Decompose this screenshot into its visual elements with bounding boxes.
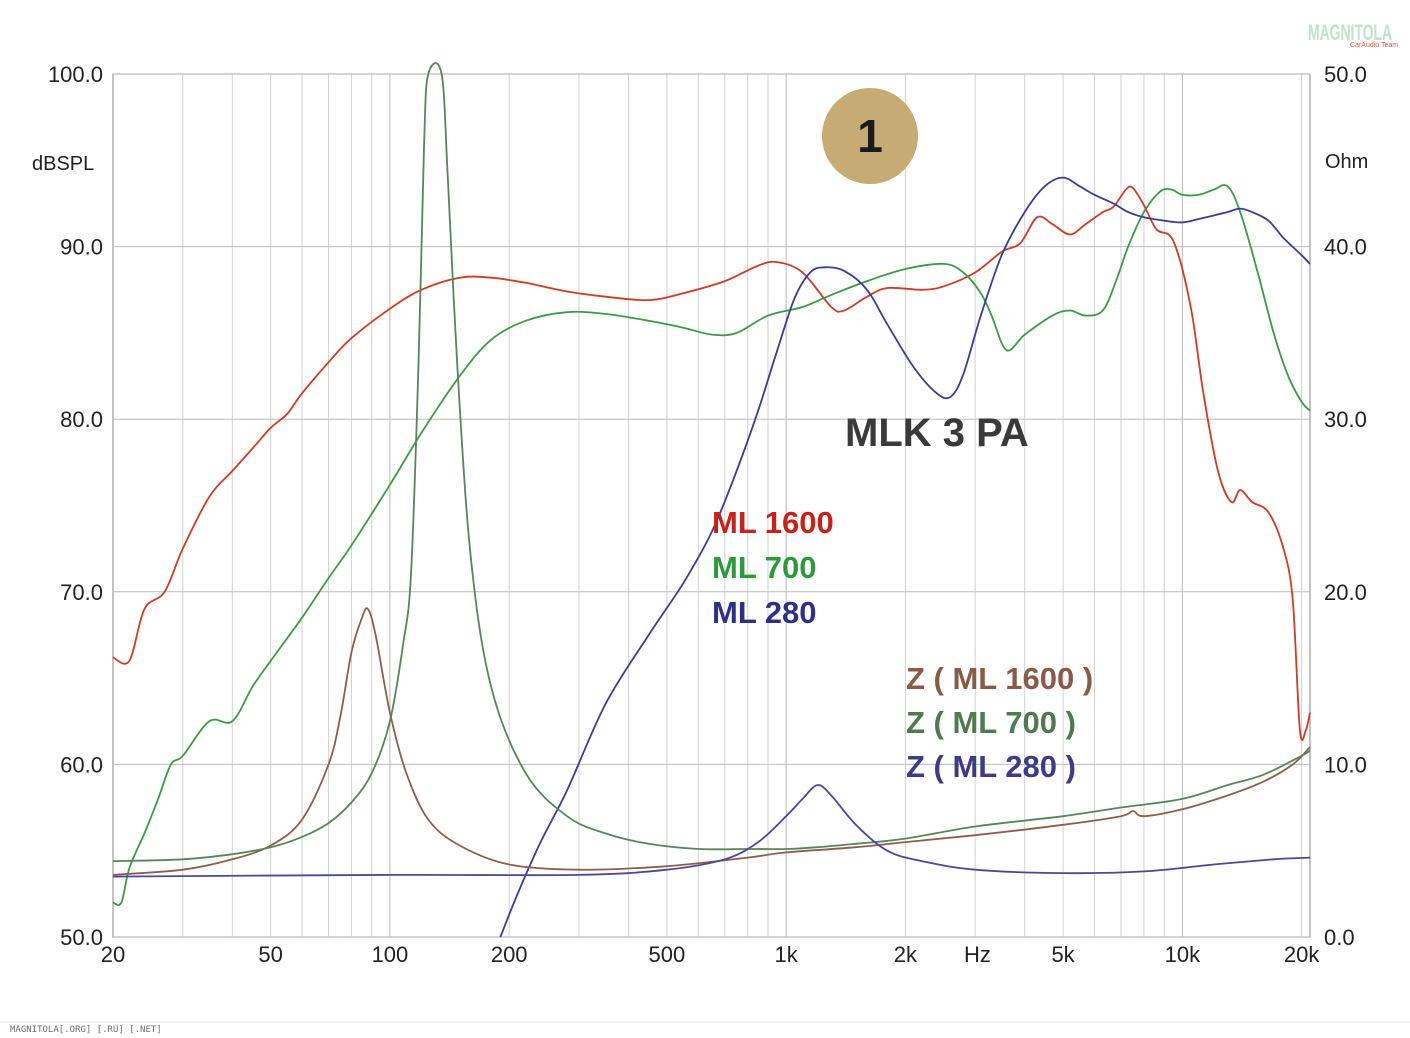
right-tick-label: 50.0 [1324,62,1367,87]
watermark-logo-text: MAGNITOLA [1308,20,1392,45]
left-axis-tick-labels: 50.0 60.0 70.0 80.0 90.0 100.0 [48,62,103,950]
badge-circle [822,88,918,184]
right-tick-label: 10.0 [1324,752,1367,777]
series-line-ml-1600 [112,185,1311,742]
footer-watermark: MAGNITOLA[.ORG] [.RU] [.NET] [10,1025,162,1035]
x-tick-label: 50 [258,942,282,967]
x-tick-label: 200 [491,942,528,967]
series-line-ml-280 [499,176,1311,938]
horizontal-gridlines [113,73,1310,938]
left-tick-label: 60.0 [60,752,103,777]
legend-entry: ML 1600 [712,505,834,540]
x-tick-label: 5k [1051,942,1075,967]
badge-number: 1 [857,110,883,162]
left-tick-label: 70.0 [60,580,103,605]
legend-entry: Z ( ML 1600 ) [906,661,1093,696]
chart-number-badge: 1 [822,88,918,184]
series-line-z-ml-1600 [112,607,1311,876]
left-tick-label: 100.0 [48,62,103,87]
watermark-logo-sub: CarAudio Team [1350,42,1398,49]
right-axis-unit-label: Ohm [1325,151,1368,173]
legend-entry: Z ( ML 700 ) [906,705,1076,740]
x-tick-label: 20k [1284,942,1320,967]
plot-area [112,73,1311,938]
x-tick-label: 1k [775,942,799,967]
right-tick-label: 40.0 [1324,235,1367,260]
right-tick-label: 20.0 [1324,580,1367,605]
left-tick-label: 80.0 [60,407,103,432]
series-group [112,62,1311,938]
left-axis-unit-label: dBSPL [32,153,94,175]
right-axis-tick-labels: 0.0 10.0 20.0 30.0 40.0 50.0 [1324,62,1367,950]
x-tick-label: 2k [894,942,918,967]
right-tick-label: 0.0 [1324,925,1355,950]
left-tick-label: 90.0 [60,235,103,260]
legend-entry: Z ( ML 280 ) [906,749,1076,784]
spl-legend: ML 1600 ML 700 ML 280 [712,505,834,630]
series-line-ml-700 [112,184,1311,906]
x-tick-label: 100 [372,942,409,967]
x-tick-label: 10k [1165,942,1201,967]
vertical-gridlines [182,74,1303,937]
x-axis-unit-label: Hz [964,942,991,967]
right-tick-label: 30.0 [1324,407,1367,432]
legend-entry: ML 280 [712,595,817,630]
impedance-legend: Z ( ML 1600 ) Z ( ML 700 ) Z ( ML 280 ) [906,661,1093,784]
x-tick-label: 500 [649,942,686,967]
x-axis-tick-labels: 20 50 100 200 500 1k 2k 5k 10k 20k [101,942,1321,967]
series-line-z-ml-700 [112,62,1311,862]
left-tick-label: 50.0 [60,925,103,950]
x-tick-label: 20 [101,942,125,967]
chart-title: MLK 3 PA [845,411,1029,455]
legend-entry: ML 700 [712,550,817,585]
series-line-z-ml-280 [112,784,1311,878]
